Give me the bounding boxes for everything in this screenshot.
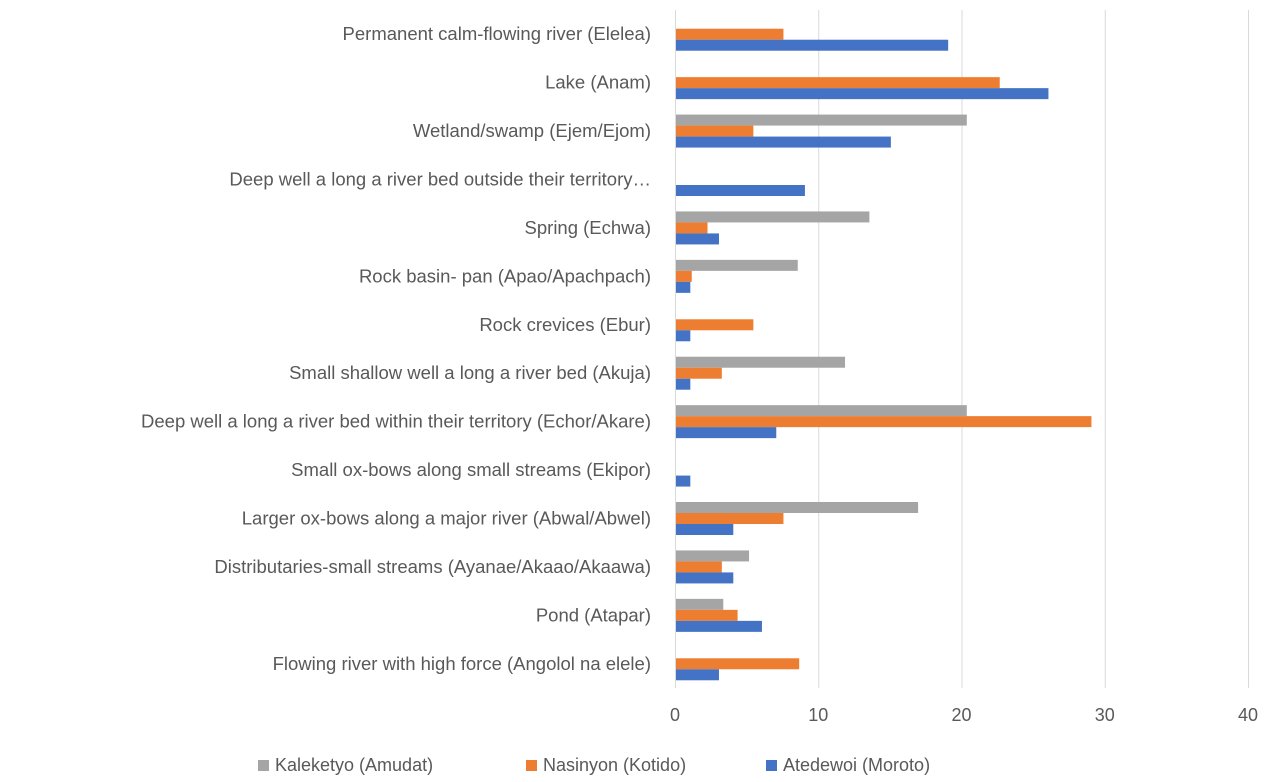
- bar-1-13: [676, 658, 800, 670]
- bar-2-13: [676, 669, 719, 681]
- gridlines: [675, 10, 1249, 688]
- x-tick-labels: 0 10 20 30 40: [670, 705, 1258, 725]
- bar-0-4: [676, 211, 870, 223]
- legend-swatch-2: [766, 760, 777, 771]
- x-tick-label: 10: [808, 705, 828, 725]
- category-label: Flowing river with high force (Angolol n…: [273, 653, 651, 674]
- bar-2-3: [676, 185, 805, 196]
- bar-1-4: [676, 222, 708, 234]
- x-tick-label: 0: [670, 705, 680, 725]
- bar-1-6: [676, 319, 754, 331]
- category-label: Wetland/swamp (Ejem/Ejom): [413, 120, 651, 141]
- bar-1-2: [676, 125, 754, 137]
- bar-1-7: [676, 367, 722, 379]
- category-label: Lake (Anam): [545, 72, 651, 93]
- bars: [676, 28, 1092, 681]
- bar-2-10: [676, 524, 734, 535]
- bar-0-8: [676, 405, 967, 417]
- bar-1-1: [676, 77, 1000, 89]
- category-label: Distributaries-small streams (Ayanae/Aka…: [214, 556, 651, 577]
- bar-2-12: [676, 620, 762, 632]
- bar-1-0: [676, 28, 784, 40]
- category-label: Rock crevices (Ebur): [479, 314, 651, 335]
- bar-0-10: [676, 502, 919, 513]
- bar-2-4: [676, 233, 719, 245]
- bar-2-0: [676, 39, 949, 51]
- bar-1-8: [676, 416, 1092, 428]
- bar-2-2: [676, 136, 891, 148]
- bar-2-7: [676, 378, 691, 390]
- bar-0-5: [676, 259, 798, 271]
- x-tick-label: 30: [1095, 705, 1115, 725]
- bar-0-12: [676, 598, 724, 610]
- bar-1-5: [676, 270, 692, 282]
- bar-2-9: [676, 475, 691, 487]
- category-labels: Permanent calm-flowing river (Elelea) Lak…: [141, 23, 651, 674]
- legend[interactable]: Kaleketyo (Amudat) Nasinyon (Kotido) Atede…: [258, 755, 930, 775]
- bar-2-11: [676, 572, 734, 584]
- category-label: Larger ox-bows along a major river (Abwa…: [242, 508, 651, 529]
- bar-2-5: [676, 281, 691, 293]
- x-tick-label: 20: [951, 705, 971, 725]
- bar-0-2: [676, 114, 967, 126]
- category-label: Small ox-bows along small streams (Ekipo…: [291, 459, 651, 480]
- bar-2-6: [676, 330, 691, 342]
- bar-0-11: [676, 550, 750, 562]
- legend-swatch-0: [258, 760, 269, 771]
- bar-2-8: [676, 427, 777, 439]
- bar-1-11: [676, 561, 722, 573]
- category-label: Deep well a long a river bed within thei…: [141, 411, 651, 432]
- legend-label[interactable]: Nasinyon (Kotido): [543, 755, 686, 775]
- category-label: Small shallow well a long a river bed (A…: [289, 362, 651, 383]
- category-label: Permanent calm-flowing river (Elelea): [343, 23, 651, 44]
- category-label: Deep well a long a river bed outside the…: [229, 169, 651, 190]
- category-label: Spring (Echwa): [525, 217, 651, 238]
- legend-label[interactable]: Kaleketyo (Amudat): [275, 755, 433, 775]
- legend-swatch-1: [526, 760, 537, 771]
- bar-1-10: [676, 513, 784, 524]
- x-tick-label: 40: [1238, 705, 1258, 725]
- category-label: Rock basin- pan (Apao/Apachpach): [359, 265, 651, 286]
- legend-label[interactable]: Atedewoi (Moroto): [783, 755, 930, 775]
- bar-1-12: [676, 609, 738, 621]
- bar-2-1: [676, 88, 1049, 100]
- bar-0-7: [676, 356, 846, 368]
- category-label: Pond (Atapar): [536, 604, 651, 625]
